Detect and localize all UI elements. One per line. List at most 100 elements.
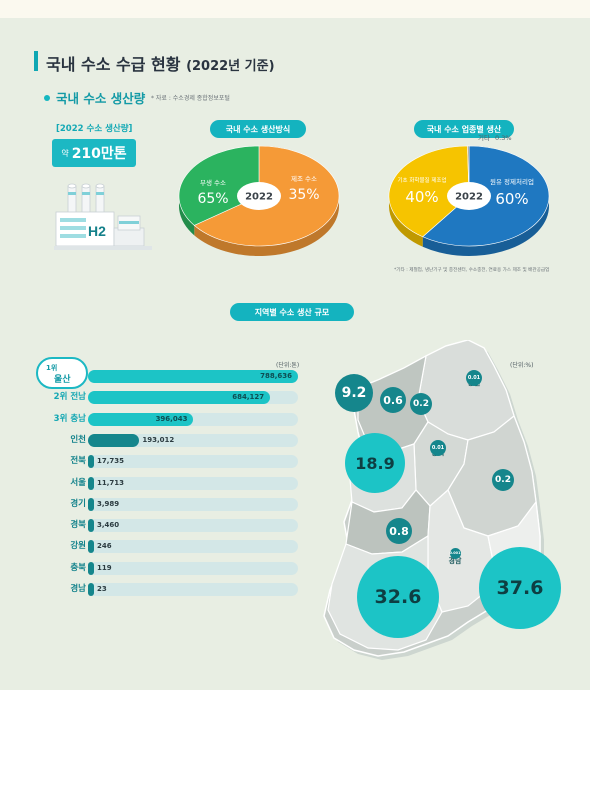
pie-slice-value-2: 0.3% bbox=[495, 134, 512, 142]
bar-fill bbox=[88, 519, 94, 533]
bar-fill bbox=[88, 455, 94, 469]
bar-value-label: 193,012 bbox=[142, 435, 175, 444]
bar-category-label: 경기 bbox=[70, 498, 86, 509]
bar-fill bbox=[88, 370, 298, 383]
page-title: 국내 수소 수급 현황 (2022년 기준) bbox=[46, 51, 275, 75]
rank1-number: 1위 bbox=[46, 364, 58, 372]
bar-category-label: 경북 bbox=[70, 520, 86, 531]
bar-category-label: 전북 bbox=[70, 456, 86, 467]
pie-side-0 bbox=[422, 146, 549, 256]
hydrogen-plant-icon: H2 bbox=[54, 183, 152, 250]
bar-row-9: 충북 119 bbox=[36, 560, 300, 576]
section-bullet-icon bbox=[44, 95, 50, 101]
bar-value-label: 788,636 bbox=[260, 372, 292, 380]
industry-production-pie: 2022 원유 정제처리업 60% 기초 화학물질 제조업 40% 기타 0.3% bbox=[388, 133, 550, 256]
section-title: 국내 수소 생산량 bbox=[56, 91, 146, 106]
map-value-bubble: 0.01 bbox=[430, 440, 446, 456]
bar-fill bbox=[88, 561, 94, 575]
bar-track: 23 bbox=[88, 583, 298, 596]
pie-center-label: 2022 bbox=[245, 192, 273, 203]
bar-fill bbox=[88, 583, 94, 596]
bar-category-label: 3위 충남 bbox=[53, 413, 86, 424]
production-value: 210만톤 bbox=[71, 146, 127, 162]
pie-center-disc bbox=[237, 182, 281, 210]
bar-row-4: 전북 17,735 bbox=[36, 453, 300, 469]
bar-value-label: 396,043 bbox=[155, 414, 188, 423]
pie-slice-label-1: 제조 수소 bbox=[291, 175, 317, 183]
production-value-box: 약 210만톤 bbox=[52, 139, 136, 167]
bar-category-label: 경남 bbox=[70, 584, 86, 594]
map-unit-label: (단위:%) bbox=[510, 362, 534, 369]
bar-row-7: 경북 3,460 bbox=[36, 517, 300, 533]
production-prefix: 약 bbox=[61, 148, 69, 158]
pie-slice-value-0: 60% bbox=[495, 190, 528, 208]
source-note: * 자료 : 수소경제 종합정보포털 bbox=[151, 95, 230, 102]
bar-row-3: 인천 193,012 bbox=[36, 432, 300, 448]
bar-fill bbox=[88, 497, 94, 511]
bar-value-label: 3,460 bbox=[97, 521, 120, 530]
bottom-blank-area bbox=[0, 690, 590, 800]
map-value-bubble: 0.8 bbox=[386, 518, 412, 544]
map-value-bubble: 0.01 bbox=[466, 370, 482, 386]
pie2-title: 국내 수소 업종별 생산 bbox=[414, 120, 514, 138]
bar-category-label: 서울 bbox=[70, 477, 86, 488]
bar-value-label: 684,127 bbox=[232, 393, 265, 402]
bar-row-2: 3위 충남 396,043 bbox=[36, 411, 300, 427]
pie-slice-value-1: 40% bbox=[405, 188, 438, 206]
bar-unit-label: (단위:톤) bbox=[276, 362, 300, 369]
pie2-footnote: *기타 : 제철업, 냉난기구 및 충전센터, 수소충전, 연료용 가스 제조 … bbox=[394, 268, 550, 273]
bar-category-label: 2위 전남 bbox=[53, 392, 86, 403]
map-value-bubble: 18.9 bbox=[345, 433, 405, 493]
pie-slice-1 bbox=[388, 145, 470, 238]
bar-track: 246 bbox=[88, 540, 298, 554]
map-value-bubble: 0.001 bbox=[449, 547, 461, 559]
pie-slice-value-0: 65% bbox=[197, 191, 228, 207]
bar-row-1: 2위 전남 684,127 bbox=[36, 389, 300, 405]
pie-center-label: 2022 bbox=[455, 192, 483, 203]
map-region-name: 경남 bbox=[448, 556, 462, 565]
bar-track: 788,636 bbox=[88, 370, 298, 383]
pie1-title: 국내 수소 생산방식 bbox=[210, 120, 306, 138]
bar-track: 396,043 bbox=[88, 412, 298, 426]
pie-center-disc bbox=[447, 182, 491, 210]
bar-track: 119 bbox=[88, 561, 298, 575]
production-label: [2022 수소 생산량] bbox=[56, 124, 133, 134]
map-value-bubble: 0.6 bbox=[380, 387, 406, 413]
title-accent-bar bbox=[34, 51, 38, 71]
bar-value-label: 119 bbox=[97, 563, 112, 572]
map-value-bubble: 32.6 bbox=[357, 556, 439, 638]
bar-row-8: 강원 246 bbox=[36, 538, 300, 554]
bar-fill bbox=[88, 412, 194, 426]
h2-label: H2 bbox=[88, 223, 106, 239]
bar-category-label: 충북 bbox=[70, 562, 86, 573]
map-value-bubble: 0.2 bbox=[492, 469, 514, 491]
map-value-bubble: 9.2 bbox=[335, 374, 373, 412]
pie-slice-label-2: 기타 bbox=[478, 133, 490, 142]
bar-row-6: 경기 3,989 bbox=[36, 496, 300, 512]
bar-track: 3,989 bbox=[88, 497, 298, 511]
page-title-sub: (2022년 기준) bbox=[186, 59, 275, 74]
bar-row-0: 788,636 bbox=[36, 368, 300, 384]
pie-slice-label-1: 기초 화학물질 제조업 bbox=[397, 176, 446, 184]
pie-slice-label-0: 원유 정제처리업 bbox=[490, 177, 534, 186]
bar-value-label: 3,989 bbox=[97, 499, 120, 508]
bar-track: 17,735 bbox=[88, 455, 298, 469]
rank1-region: 울산 bbox=[54, 375, 71, 385]
bar-fill bbox=[88, 476, 94, 490]
bar-track: 193,012 bbox=[88, 433, 298, 447]
bar-category-label: 강원 bbox=[70, 541, 86, 552]
bar-track: 3,460 bbox=[88, 519, 298, 533]
map-value-bubble: 37.6 bbox=[479, 547, 561, 629]
bar-fill bbox=[88, 433, 140, 447]
bar-value-label: 23 bbox=[97, 585, 107, 593]
page-title-main: 국내 수소 수급 현황 bbox=[46, 55, 181, 74]
bar-value-label: 246 bbox=[97, 542, 112, 551]
bar-value-label: 11,713 bbox=[97, 478, 125, 487]
bar-fill bbox=[88, 540, 94, 554]
bar-row-10: 경남 23 bbox=[36, 581, 300, 597]
pie-slice-value-1: 35% bbox=[288, 187, 319, 203]
infographic-panel: 국내 수소 수급 현황 (2022년 기준) 국내 수소 생산량 * 자료 : … bbox=[0, 18, 590, 690]
pie-slice-label-0: 부생 수소 bbox=[200, 178, 226, 187]
region-chart-title: 지역별 수소 생산 규모 bbox=[230, 303, 354, 321]
production-method-pie: 2022 부생 수소 65% 제조 수소 35% bbox=[178, 145, 340, 256]
